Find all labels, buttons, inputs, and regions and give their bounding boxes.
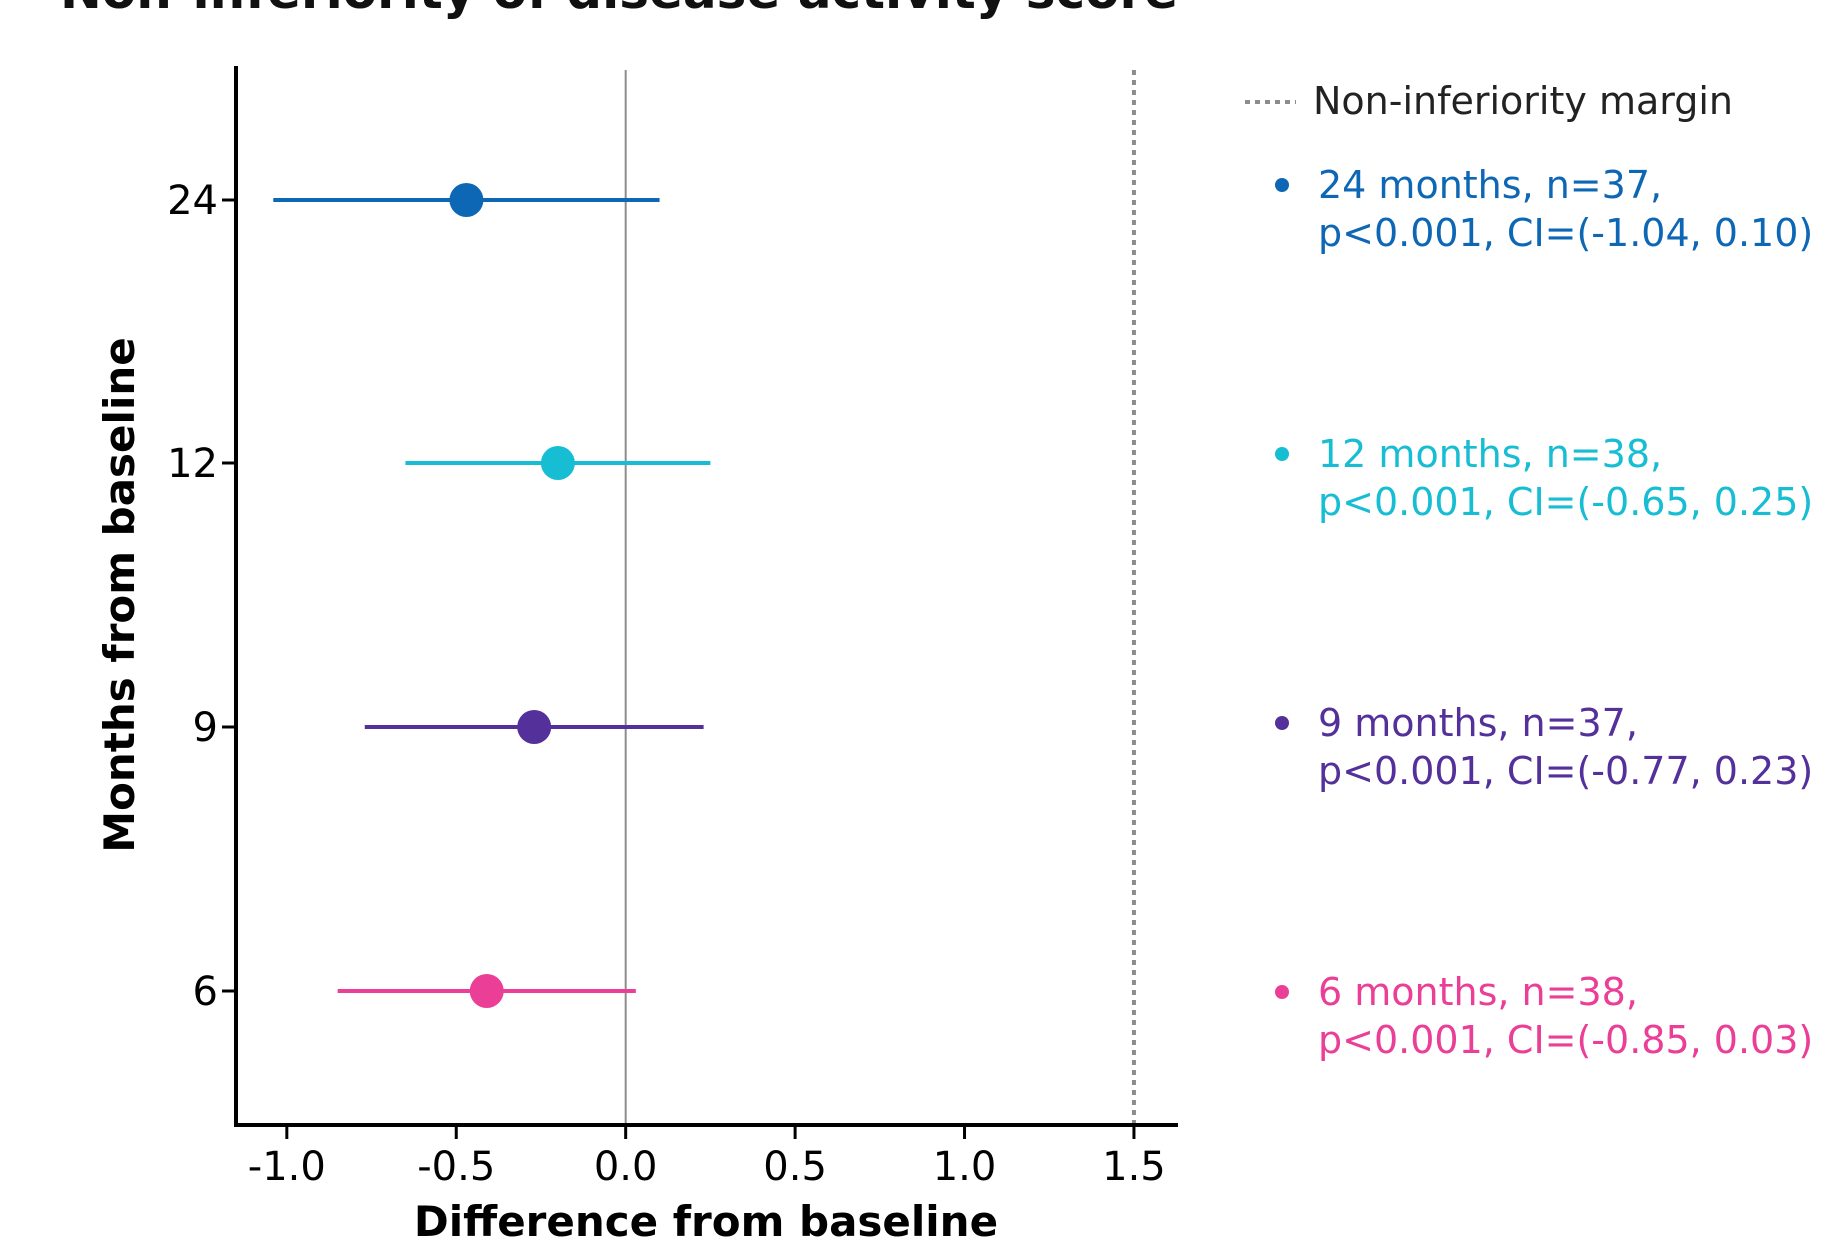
y-tick-label: 9 — [193, 705, 218, 751]
margin-legend-label: Non-inferiority margin — [1313, 79, 1733, 123]
x-tick-label: 0.0 — [594, 1144, 658, 1190]
legend-label-6-months: 6 months, n=38, — [1318, 970, 1638, 1014]
point-estimate-24-months — [449, 183, 484, 217]
legend-stats-12-months: p<0.001, CI=(-0.65, 0.25) — [1318, 480, 1813, 524]
legend-label-12-months: 12 months, n=38, — [1318, 432, 1662, 476]
plot-area — [273, 70, 1136, 1125]
y-axis-ticks: 6 9 12 24 — [167, 178, 236, 1015]
point-estimate-9-months — [517, 710, 552, 744]
legend-swatch-24-months — [1275, 178, 1289, 192]
x-tick-label: 0.5 — [763, 1144, 827, 1190]
x-tick-label: 1.0 — [933, 1144, 997, 1190]
legend: Non-inferiority margin 24 months, n=37,p… — [1245, 79, 1813, 1062]
legend-stats-24-months: p<0.001, CI=(-1.04, 0.10) — [1318, 211, 1813, 255]
point-estimate-6-months — [469, 974, 504, 1008]
legend-swatch-6-months — [1275, 985, 1289, 999]
legend-stats-9-months: p<0.001, CI=(-0.77, 0.23) — [1318, 749, 1813, 793]
x-axis-ticks: -1.0 -0.5 0.0 0.5 1.0 1.5 — [248, 1125, 1166, 1190]
x-tick-label: -0.5 — [417, 1144, 495, 1190]
legend-series: 24 months, n=37,p<0.001, CI=(-1.04, 0.10… — [1275, 163, 1813, 1062]
chart-title: Non-inferiority of disease activity scor… — [60, 0, 1178, 20]
x-axis-title: Difference from baseline — [414, 1197, 998, 1237]
point-estimate-12-months — [540, 446, 575, 480]
y-axis-title: Months from baseline — [95, 337, 144, 852]
legend-swatch-12-months — [1275, 447, 1289, 461]
y-tick-label: 12 — [167, 441, 218, 487]
legend-label-9-months: 9 months, n=37, — [1318, 701, 1638, 745]
y-tick-label: 24 — [167, 178, 218, 224]
legend-stats-6-months: p<0.001, CI=(-0.85, 0.03) — [1318, 1018, 1813, 1062]
x-tick-label: -1.0 — [248, 1144, 326, 1190]
legend-swatch-9-months — [1275, 716, 1289, 730]
legend-label-24-months: 24 months, n=37, — [1318, 163, 1662, 207]
y-tick-label: 6 — [193, 969, 218, 1015]
x-tick-label: 1.5 — [1102, 1144, 1166, 1190]
